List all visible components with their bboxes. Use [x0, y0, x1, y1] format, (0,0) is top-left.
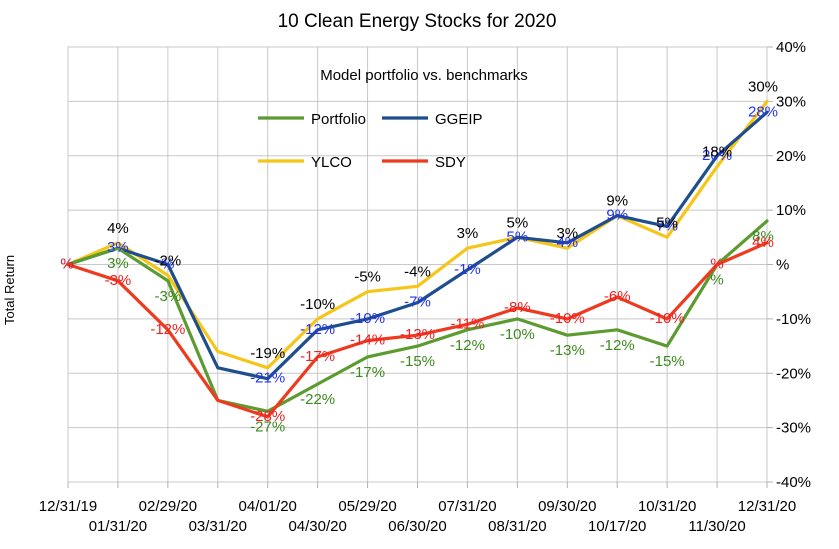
legend-label-ggeip: GGEIP	[435, 111, 483, 128]
data-label-ggeip: %	[161, 256, 174, 273]
y-tick-label: -30%	[776, 420, 811, 437]
data-label-portfolio: -17%	[350, 364, 385, 381]
x-tick-label: 06/30/20	[388, 518, 446, 535]
x-tick-label: 12/31/20	[738, 498, 796, 515]
y-tick-label: 30%	[776, 93, 806, 110]
axes: -40% -30% -20% -10%% 10% 20% 30% 40% 12/31/19 01/…	[39, 39, 811, 535]
y-tick-label: %	[776, 257, 789, 274]
data-label-ggeip: 4%	[556, 234, 578, 251]
data-label-portfolio: -15%	[400, 353, 435, 370]
data-label-sdy: -8%	[504, 299, 531, 316]
data-label-sdy: %	[60, 256, 73, 273]
data-label-portfolio: -27%	[250, 418, 285, 435]
data-label-sdy: -13%	[400, 326, 435, 343]
y-tick-label: 20%	[776, 148, 806, 165]
data-label-sdy: -3%	[105, 272, 132, 289]
data-label-ylco: 3%	[556, 225, 578, 242]
x-tick-label: 11/30/20	[688, 518, 745, 535]
data-label-ylco: 4%	[107, 220, 129, 237]
series-line-portfolio	[66, 219, 769, 413]
data-label-portfolio: -15%	[650, 353, 685, 370]
data-label-sdy: %	[710, 256, 723, 273]
x-tick-label: 02/29/20	[139, 498, 197, 515]
data-label-sdy: -28%	[250, 408, 285, 425]
y-axis-title: Total Return	[2, 255, 17, 325]
data-label-ylco: 5%	[507, 214, 529, 231]
data-label-ggeip: -12%	[300, 321, 335, 338]
data-label-ylco: -4%	[404, 263, 431, 280]
y-tick-label: -20%	[776, 365, 811, 382]
data-label-ggeip: 9%	[606, 207, 628, 224]
x-tick-label: 03/31/20	[189, 518, 247, 535]
y-tick-label: -40%	[776, 474, 811, 491]
data-label-ggeip: -21%	[250, 370, 285, 387]
y-tick-label: -10%	[776, 311, 811, 328]
x-tick-label: 01/31/20	[89, 518, 147, 535]
legend-label-ylco: YLCO	[311, 154, 352, 171]
x-tick-label: 05/29/20	[338, 498, 396, 515]
data-label-ylco: -2%	[155, 252, 182, 269]
legend: Portfolio GGEIP YLCO SDY	[258, 111, 483, 171]
data-label-ggeip: 28%	[748, 103, 778, 120]
data-label-ylco: -10%	[300, 296, 335, 313]
series-lines	[66, 99, 769, 419]
legend-label-sdy: SDY	[435, 154, 466, 171]
data-label-ggeip: 7%	[656, 217, 678, 234]
data-label-ylco: 3%	[457, 225, 479, 242]
chart-subtitle: Model portfolio vs. benchmarks	[320, 67, 528, 84]
y-tick-label: 40%	[776, 39, 806, 56]
data-label-portfolio: -10%	[500, 326, 535, 343]
data-label-ggeip: 5%	[507, 228, 529, 245]
data-label-ggeip: -7%	[404, 294, 431, 311]
x-tick-label: 12/31/19	[39, 498, 97, 515]
data-label-portfolio: -12%	[600, 337, 635, 354]
series-line-sdy	[66, 241, 769, 419]
data-label-portfolio: -12%	[450, 337, 485, 354]
data-label-portfolio: -13%	[550, 342, 585, 359]
x-tick-label: 09/30/20	[538, 498, 596, 515]
data-label-ggeip: 3%	[107, 239, 129, 256]
data-label-sdy: -12%	[150, 321, 185, 338]
data-label-portfolio: 8%	[752, 228, 774, 245]
data-label-portfolio: 3%	[107, 255, 129, 272]
data-label-portfolio: -22%	[300, 391, 335, 408]
x-tick-label: 07/31/20	[438, 498, 496, 515]
chart-title: 10 Clean Energy Stocks for 2020	[278, 11, 557, 32]
x-tick-label: 10/31/20	[638, 498, 696, 515]
data-label-ggeip: 20%	[702, 147, 732, 164]
data-label-sdy: -6%	[604, 288, 631, 305]
data-label-portfolio: %	[710, 272, 723, 289]
data-label-sdy: -14%	[350, 332, 385, 349]
data-label-ylco: -5%	[354, 269, 381, 286]
data-label-ylco: 5%	[656, 214, 678, 231]
x-tick-label: 08/31/20	[488, 518, 546, 535]
x-tick-label: 04/01/20	[239, 498, 297, 515]
data-label-ylco: 18%	[702, 144, 732, 161]
x-tick-label: 10/17/20	[588, 518, 646, 535]
data-label-ggeip: -10%	[350, 310, 385, 327]
data-label-ggeip: -1%	[454, 261, 481, 278]
data-label-sdy: -17%	[300, 348, 335, 365]
data-label-ylco: -19%	[250, 345, 285, 362]
data-label-ggeip: %	[60, 256, 73, 273]
data-label-sdy: -10%	[650, 310, 685, 327]
data-label-portfolio: -3%	[155, 288, 182, 305]
x-tick-label: 04/30/20	[288, 518, 346, 535]
data-label-ylco: 30%	[748, 78, 778, 95]
legend-label-portfolio: Portfolio	[311, 111, 366, 128]
y-tick-label: 10%	[776, 202, 806, 219]
data-label-ylco: 9%	[606, 193, 628, 210]
data-label-sdy: -10%	[550, 310, 585, 327]
data-label-sdy: 4%	[752, 234, 774, 251]
data-labels: 3%-3%-27%-22%-17%-15%-12%-10%-13% -12%-15…	[60, 78, 778, 435]
data-label-sdy: -11%	[450, 315, 484, 332]
series-line-ggeip	[66, 110, 769, 381]
